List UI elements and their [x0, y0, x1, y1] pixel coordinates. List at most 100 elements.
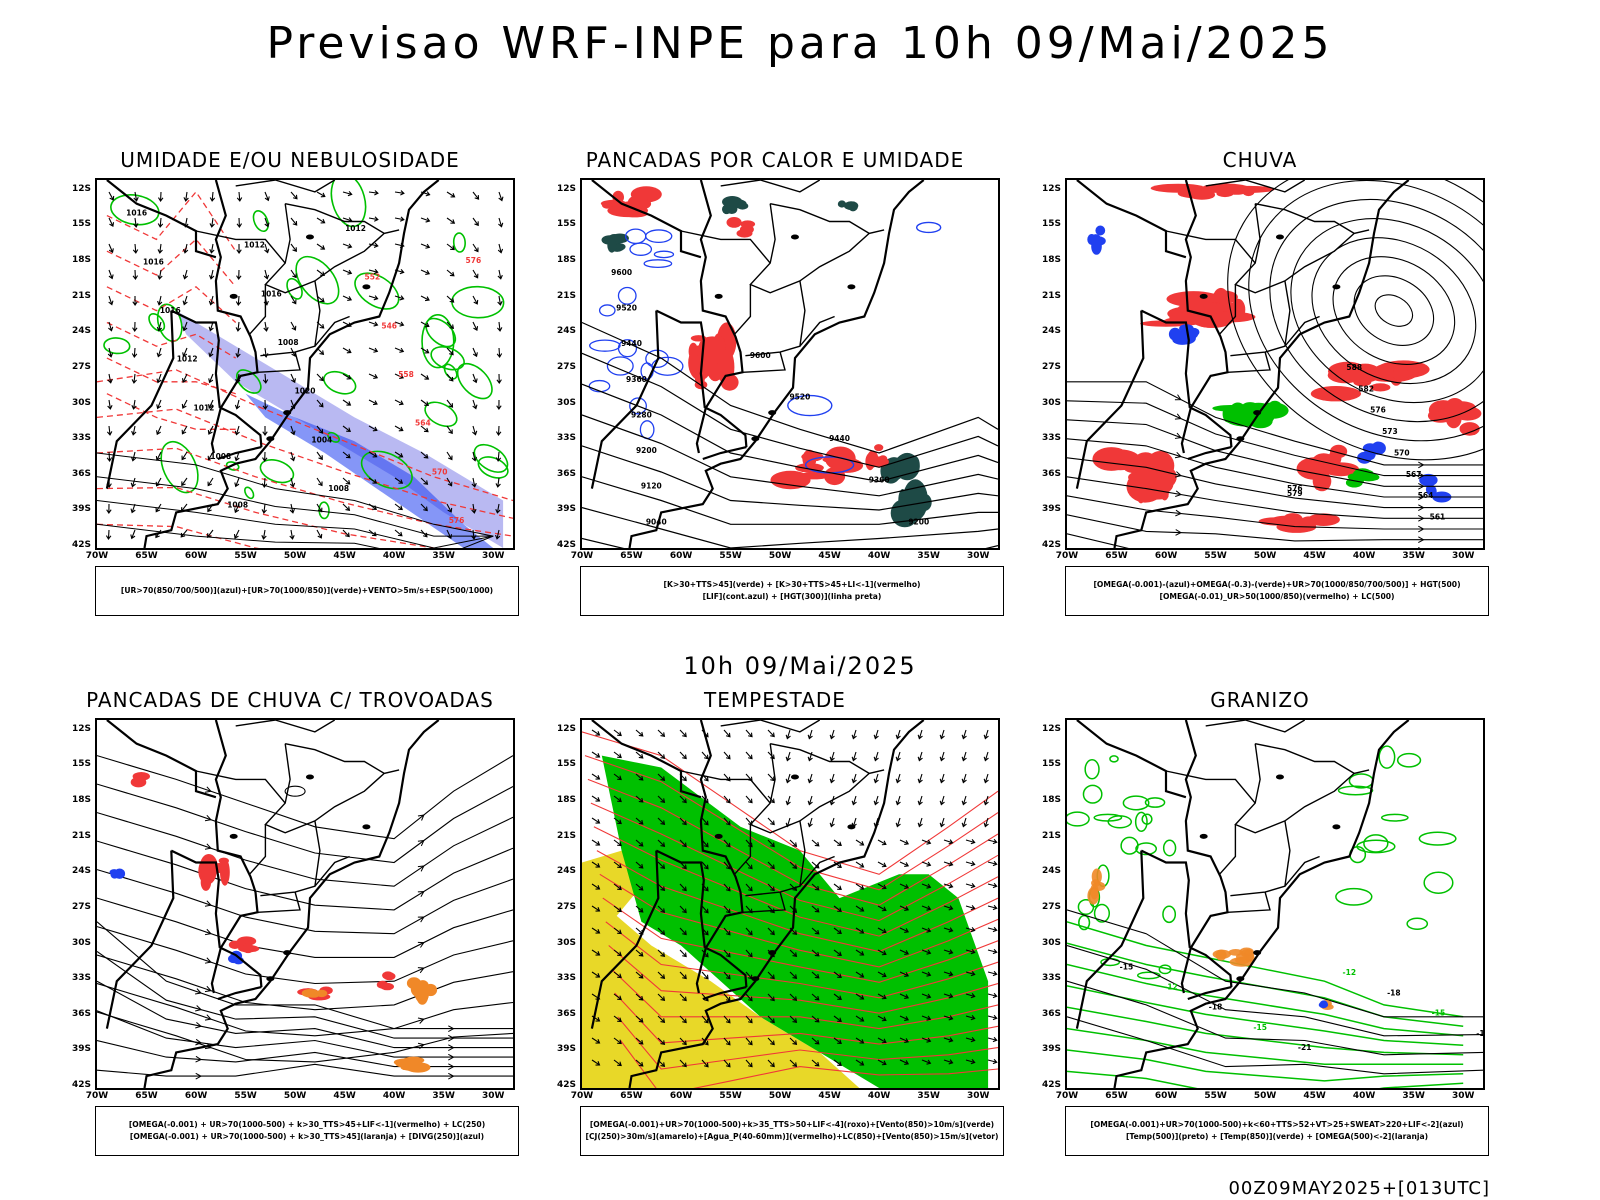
lat-tick-label: 12S — [71, 183, 91, 194]
lon-tick-label: 50W — [768, 1091, 792, 1101]
humidity-contour — [430, 346, 465, 371]
map-frame — [580, 718, 1000, 1090]
contour-value: 1012 — [177, 355, 198, 364]
wind-vector — [591, 927, 601, 934]
map-frame: 588 582 576 573 570 567 564 561 576 579 — [1065, 178, 1485, 550]
wind-vector — [943, 971, 954, 977]
streamline — [97, 926, 513, 985]
jet-area — [582, 886, 860, 1088]
wind-vector — [961, 729, 967, 740]
wind-vector — [446, 503, 453, 513]
field-area — [376, 980, 389, 989]
wind-vector — [208, 373, 214, 384]
lifted-index-contour — [624, 228, 647, 245]
wind-vector — [987, 926, 998, 933]
state-border — [1076, 720, 1187, 799]
wind-vector — [472, 321, 479, 331]
wind-vector — [446, 295, 455, 303]
wind-vector — [613, 1059, 622, 1067]
wind-vector — [157, 243, 163, 254]
field-area — [726, 217, 742, 228]
pressure-contour — [614, 992, 998, 1045]
state-border — [1205, 720, 1306, 733]
wind-vector — [723, 949, 731, 958]
state-border — [591, 180, 702, 259]
temperature-850-contour — [1378, 745, 1396, 769]
pressure-contour — [599, 873, 998, 968]
lake-shape — [1332, 284, 1341, 290]
wind-vector — [829, 817, 835, 828]
wind-vector — [657, 927, 666, 935]
contour-value: 564 — [1418, 491, 1434, 500]
state-border — [1227, 891, 1271, 913]
flow-arrow — [1418, 536, 1425, 544]
lifted-index-contour — [598, 304, 616, 317]
wind-vector — [851, 729, 857, 740]
flow-arrow — [204, 843, 212, 850]
wind-vector — [723, 839, 731, 848]
field-area — [1177, 302, 1227, 315]
wind-vector — [965, 1015, 976, 1021]
wind-vector — [965, 839, 976, 845]
wind-vector — [965, 971, 976, 977]
wind-vector — [497, 269, 503, 280]
state-border — [1180, 947, 1192, 994]
wind-vector — [921, 1059, 932, 1065]
panel-title: TEMPESTADE — [704, 688, 846, 712]
wind-vector — [495, 425, 502, 436]
temperature-850-contour — [1363, 834, 1389, 853]
wind-vector — [342, 399, 352, 406]
isobar — [97, 452, 494, 537]
field-area — [405, 1062, 431, 1073]
wind-vector — [290, 269, 297, 279]
field-area — [1344, 366, 1394, 380]
lon-tick-label: 30W — [966, 551, 990, 561]
field-area — [722, 204, 732, 215]
lake-shape — [768, 950, 777, 956]
wind-vector — [394, 425, 404, 432]
state-border — [214, 720, 263, 988]
wind-vector — [613, 1037, 622, 1045]
wind-vector — [394, 190, 405, 196]
wind-vector — [767, 773, 775, 782]
flow-arrow — [204, 900, 212, 907]
wind-vector — [635, 883, 644, 891]
wind-vector — [899, 993, 910, 999]
wind-vector — [635, 751, 644, 759]
wind-vector — [961, 795, 967, 806]
wind-vector — [877, 1015, 887, 1022]
streamline — [97, 951, 513, 1039]
flow-arrow — [417, 890, 425, 897]
lat-tick-label: 42S — [1041, 1080, 1061, 1090]
streamline — [97, 783, 513, 864]
wind-vector — [263, 269, 270, 280]
wind-vector — [855, 993, 865, 1000]
contour-value: 579 — [1287, 489, 1303, 498]
flow-arrow — [204, 957, 212, 964]
lifted-index-contour — [588, 379, 611, 393]
wind-vector — [236, 191, 243, 202]
wind-vector — [613, 927, 622, 935]
flow-arrow — [1175, 509, 1182, 517]
wind-vector — [342, 269, 353, 275]
lake-shape — [266, 976, 275, 982]
wind-vector — [899, 1015, 910, 1021]
state-border — [285, 743, 385, 774]
state-border — [749, 203, 885, 294]
lat-tick-label: 15S — [556, 219, 576, 230]
wind-vector — [855, 905, 865, 912]
wind-vector — [657, 1037, 666, 1045]
wind-vector — [921, 1037, 932, 1043]
lon-tick-label: 40W — [1352, 551, 1376, 561]
map-frame: -15 -12 -18 -15 -21 -12 -18 -15 -12 — [1065, 718, 1485, 1090]
contour-value: 1008 — [210, 452, 231, 461]
field-area — [736, 202, 749, 210]
legend-line: [OMEGA(-0.001)+UR>70(1000-500)+k<60+TTS>… — [1090, 1120, 1464, 1129]
contour-value: 573 — [1382, 427, 1398, 436]
height-contour — [582, 414, 998, 497]
wind-vector — [895, 729, 901, 740]
wind-vector — [811, 971, 820, 979]
lake-shape — [362, 824, 371, 830]
lifted-index-contour — [644, 229, 673, 244]
height-contour — [582, 537, 998, 548]
